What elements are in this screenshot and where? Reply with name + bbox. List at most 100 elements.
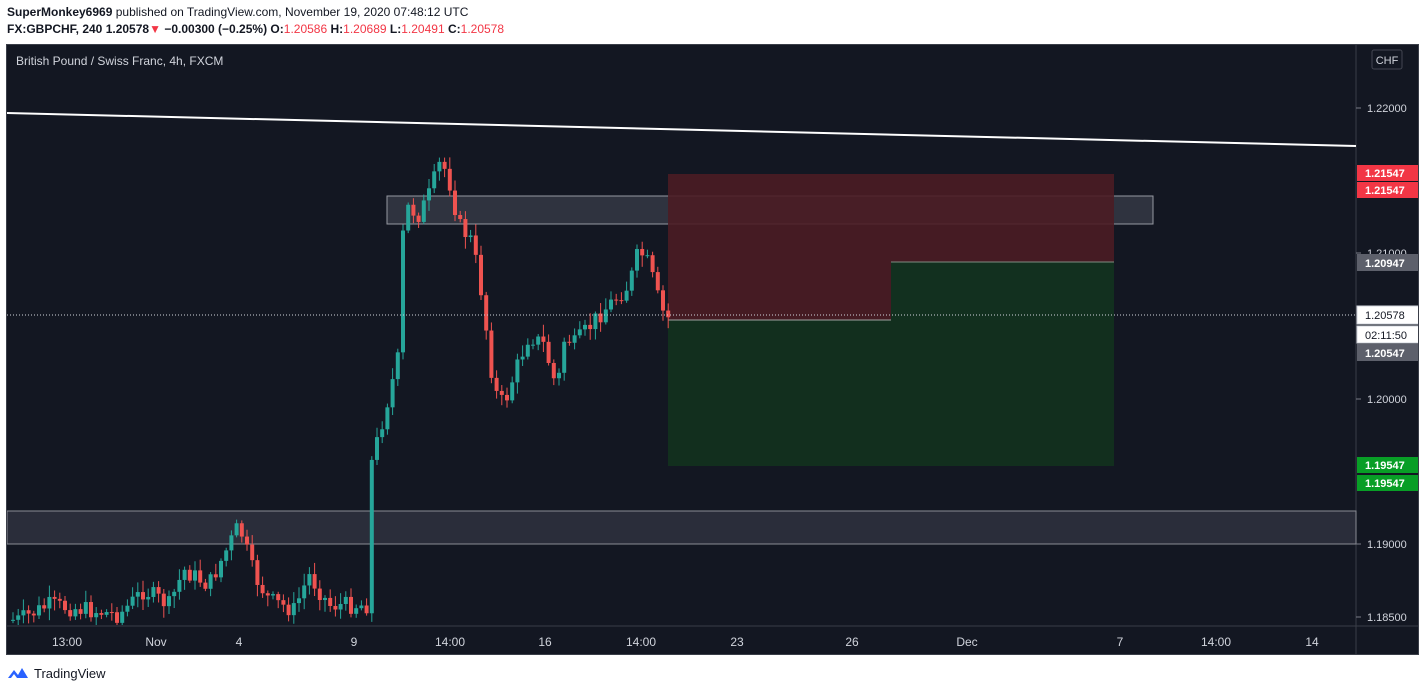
candle-body (276, 594, 281, 601)
x-tick-label: 7 (1117, 635, 1124, 649)
candle-body (333, 605, 338, 610)
candle-body (395, 352, 400, 380)
candle-body (525, 344, 530, 357)
candle-body (572, 335, 577, 343)
low-label: L: (389, 22, 402, 36)
last-price: 1.20578 (105, 22, 150, 36)
target-price-text: 1.19547 (1365, 460, 1405, 472)
candle-body (161, 593, 166, 607)
candle-body (291, 603, 296, 616)
close-label: C: (447, 22, 461, 36)
down-arrow-icon: ▼ (149, 22, 161, 36)
currency-button-label[interactable]: CHF (1376, 55, 1399, 67)
candle-body (73, 609, 78, 617)
y-tick-label: 1.19000 (1367, 539, 1407, 551)
candle-body (390, 379, 395, 408)
position-target-progress (891, 262, 1114, 320)
candle-body (141, 592, 145, 600)
candle-body (614, 299, 619, 301)
x-tick-label: 26 (845, 635, 859, 649)
candle-body (68, 610, 73, 617)
stop-price-label[interactable] (1357, 165, 1419, 181)
candle-body (182, 569, 187, 580)
candle-body (52, 596, 57, 599)
high-label: H: (330, 22, 344, 36)
candle-body (515, 359, 520, 383)
tradingview-logo-icon[interactable] (7, 666, 29, 680)
position-price-text: 1.20547 (1365, 348, 1405, 360)
candle-body (510, 382, 515, 401)
target-price-text-2: 1.19547 (1365, 478, 1405, 490)
candle-body (369, 459, 374, 614)
last-price-label[interactable] (1356, 305, 1419, 325)
candle-body (109, 612, 114, 614)
candle-body (146, 596, 151, 600)
candle-body (94, 613, 99, 618)
candle-body (354, 608, 359, 614)
candle-body (37, 605, 41, 616)
support-zone[interactable] (7, 510, 1357, 545)
high-value: 1.20689 (343, 22, 387, 36)
footer-brand[interactable]: TradingView (34, 665, 106, 681)
candle-body (286, 604, 291, 616)
candle-body (635, 249, 639, 271)
x-tick-label: 16 (538, 635, 552, 649)
candle-body (463, 219, 468, 238)
x-tick-label: 9 (351, 635, 358, 649)
candle-body (255, 560, 260, 585)
candle-body (645, 255, 650, 257)
candle-body (281, 600, 286, 605)
candle-body (375, 437, 379, 460)
candle-body (83, 602, 88, 614)
stop-price-text: 1.21547 (1365, 168, 1405, 180)
candle-body (120, 611, 125, 623)
published-text: published on TradingView.com, November 1… (115, 5, 469, 19)
price-change: −0.00300 (−0.25%) (164, 22, 268, 36)
trendline[interactable] (7, 112, 1357, 147)
currency-button[interactable] (1371, 49, 1403, 70)
candle-body (609, 299, 613, 310)
candle-body (416, 215, 421, 222)
candle-body (130, 596, 135, 606)
chart-area[interactable]: British Pound / Swiss Franc, 4h, FXCM CH… (6, 44, 1419, 655)
target-price-label-2[interactable] (1357, 475, 1419, 491)
candle-body (135, 592, 140, 597)
entry-price-label[interactable] (1357, 254, 1419, 271)
target-price-label[interactable] (1357, 457, 1419, 473)
open-value: 1.20586 (283, 22, 328, 36)
candle-body (546, 341, 551, 363)
take-profit-zone[interactable] (668, 320, 1114, 466)
candle-body (297, 598, 301, 604)
stop-price-label-2[interactable] (1357, 182, 1419, 198)
x-tick-label: 14:00 (1201, 635, 1231, 649)
price-chart[interactable]: British Pound / Swiss Franc, 4h, FXCM CH… (7, 45, 1419, 655)
x-tick-label: 14:00 (626, 635, 656, 649)
candle-body (598, 313, 603, 323)
candle-body (187, 569, 192, 581)
candle-body (203, 582, 208, 589)
position-pnl-area (668, 262, 891, 320)
y-tick-label: 1.22000 (1367, 103, 1407, 115)
chart-legend-title: British Pound / Swiss Franc, 4h, FXCM (16, 54, 223, 68)
candle-body (421, 200, 426, 222)
author-name[interactable]: SuperMonkey6969 (7, 5, 113, 19)
candle-body (16, 615, 21, 620)
candle-body (406, 204, 411, 231)
symbol-label: FX:GBPCHF, 240 (7, 22, 103, 36)
candle-body (473, 235, 478, 255)
x-tick-label: 4 (236, 635, 243, 649)
time-axis[interactable]: 13:00 Nov 4 9 14:00 16 14:00 23 26 Dec 7… (52, 635, 1319, 649)
position-price-label[interactable] (1357, 344, 1419, 361)
candle-body (447, 168, 452, 191)
candle-body (115, 612, 119, 623)
x-tick-label: 14 (1305, 635, 1319, 649)
candle-body (427, 188, 431, 201)
price-labels: 1.21547 1.21547 1.20947 1.20578 02:11:50… (1356, 165, 1419, 491)
candle-body (484, 295, 489, 331)
candle-body (442, 161, 447, 169)
countdown-text: 02:11:50 (1365, 330, 1407, 342)
open-label: O: (270, 22, 284, 36)
candle-body (239, 523, 244, 537)
price-axis[interactable]: 1.22000 1.21000 1.20000 1.19000 1.18500 (1356, 103, 1407, 624)
candle-body (47, 596, 52, 609)
